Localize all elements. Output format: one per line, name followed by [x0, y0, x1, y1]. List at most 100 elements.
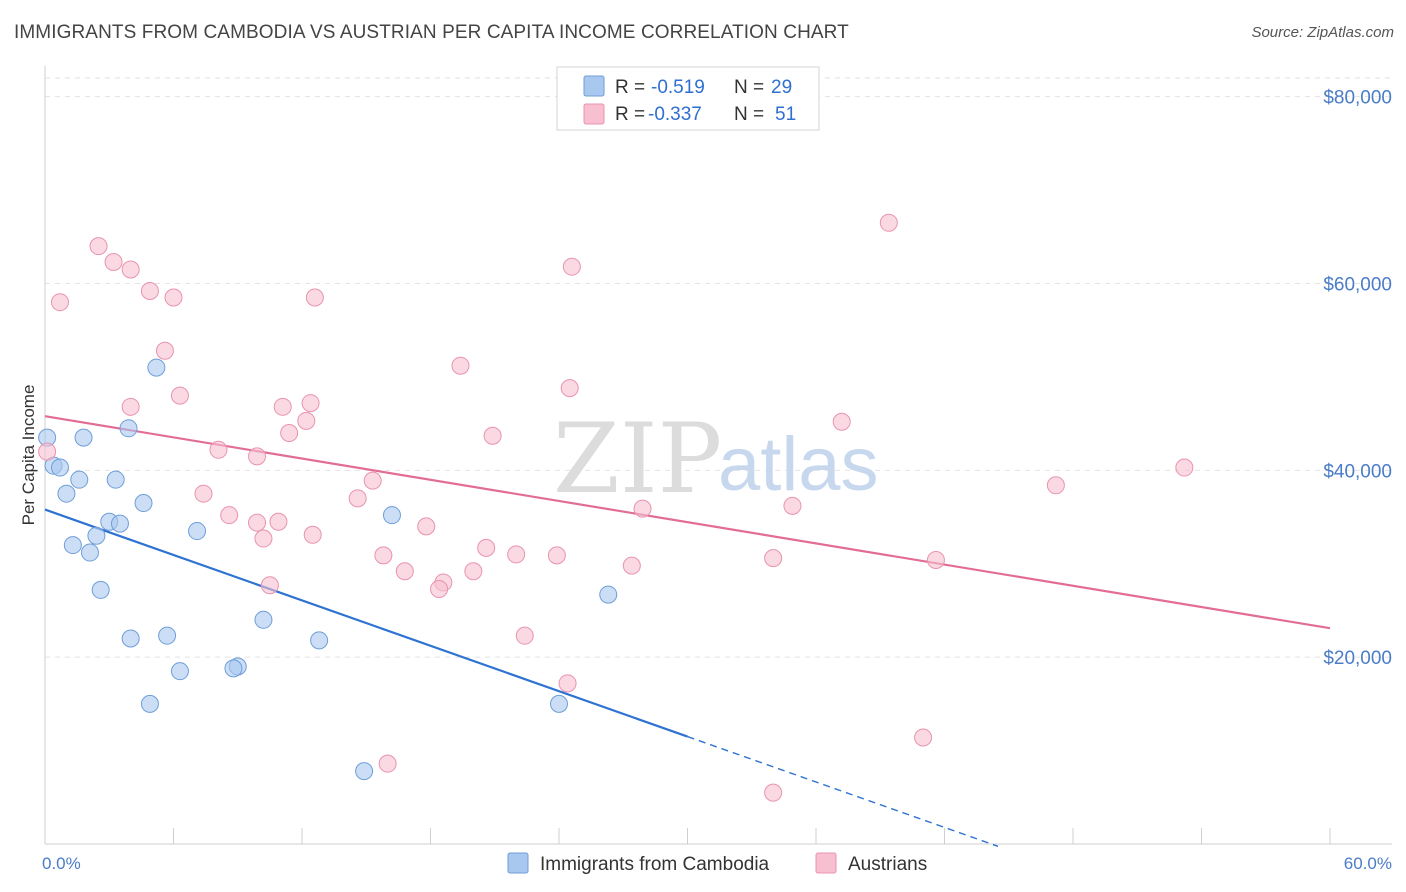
cambodia-point — [310, 631, 329, 650]
austrians-point — [140, 281, 159, 300]
cambodia-point — [140, 694, 159, 713]
cambodia-point — [224, 659, 243, 678]
y-axis-label: Per Capita Income — [19, 385, 38, 526]
watermark: ZIP atlas — [553, 403, 879, 515]
cambodia-trendline — [44, 508, 688, 738]
austrians-point — [170, 386, 189, 405]
cambodia-point — [70, 470, 89, 489]
y-tick-label: $20,000 — [1323, 648, 1392, 669]
austrians-point — [269, 512, 288, 531]
austrians-point — [378, 754, 397, 773]
legend-label-austrians: Austrians — [848, 854, 927, 875]
cambodia-point — [158, 626, 177, 645]
cambodia-point — [119, 419, 138, 438]
cambodia-point — [87, 526, 106, 545]
austrians-point — [764, 783, 783, 802]
austrians-point — [879, 213, 898, 232]
austrians-point — [622, 556, 641, 575]
austrians-point — [248, 447, 267, 466]
stats-legend: R = -0.519 N = 29 R = -0.337 N = 51 — [556, 66, 820, 131]
series-legend: Immigrants from Cambodia Austrians — [507, 852, 927, 875]
cambodia-point — [106, 470, 125, 489]
cambodia-point — [91, 580, 110, 599]
cambodia-n-label: N = — [734, 77, 764, 98]
austrians-point — [547, 546, 566, 565]
austrians-point — [1175, 458, 1194, 477]
cambodia-stats-swatch — [583, 75, 605, 97]
cambodia-r-value: -0.519 — [651, 77, 705, 98]
austrians-point — [104, 253, 123, 272]
austrians-point — [562, 257, 581, 276]
austrians-point — [303, 525, 322, 544]
austrians-point — [50, 293, 69, 312]
austrians-point — [164, 288, 183, 307]
legend-label-cambodia: Immigrants from Cambodia — [540, 854, 770, 875]
austrians-n-label: N = — [734, 104, 764, 125]
cambodia-point — [121, 629, 140, 648]
watermark-atlas: atlas — [718, 422, 879, 507]
cambodia-r-label: R = — [615, 77, 645, 98]
y-tick-label: $60,000 — [1323, 275, 1392, 296]
austrians-point — [783, 496, 802, 515]
cambodia-point — [355, 762, 374, 781]
austrians-point — [121, 397, 140, 416]
austrians-r-value: -0.337 — [648, 104, 702, 125]
austrians-point — [121, 260, 140, 279]
austrians-point — [515, 626, 534, 645]
austrians-stats-swatch — [583, 103, 605, 125]
austrians-point — [301, 394, 320, 413]
gridlines — [45, 77, 1392, 658]
austrians-point — [297, 411, 316, 430]
cambodia-point — [254, 610, 273, 629]
austrians-point — [417, 517, 436, 536]
austrians-point — [194, 484, 213, 503]
cambodia-point — [599, 585, 618, 604]
austrians-point — [477, 538, 496, 557]
austrians-point — [363, 471, 382, 490]
y-tick-label: $80,000 — [1323, 88, 1392, 109]
watermark-zip: ZIP — [553, 403, 722, 515]
austrians-r-label: R = — [615, 104, 645, 125]
data-points — [38, 213, 1194, 802]
austrians-point — [464, 562, 483, 581]
austrians-point — [507, 545, 526, 564]
austrians-point — [260, 576, 279, 595]
legend-swatch-austrians — [815, 852, 837, 874]
austrians-point — [1046, 476, 1065, 495]
austrians-point — [209, 440, 228, 459]
cambodia-point — [170, 662, 189, 681]
austrians-point — [633, 499, 652, 518]
cambodia-point — [80, 543, 99, 562]
austrians-point — [374, 546, 393, 565]
austrians-point — [155, 341, 174, 360]
austrians-point — [89, 237, 108, 256]
x-tick-labels: 0.0% 60.0% — [42, 854, 1392, 873]
y-tick-label: $40,000 — [1323, 461, 1392, 482]
austrians-point — [914, 728, 933, 747]
austrians-point — [395, 562, 414, 581]
austrians-point — [558, 674, 577, 693]
cambodia-point — [110, 514, 129, 533]
austrians-point — [273, 397, 292, 416]
x-tick-label-max: 60.0% — [1344, 854, 1392, 873]
austrians-point — [38, 442, 57, 461]
cambodia-point — [382, 506, 401, 525]
x-tick-label-min: 0.0% — [42, 854, 81, 873]
austrians-point — [348, 489, 367, 508]
cambodia-point — [147, 358, 166, 377]
austrians-point — [280, 423, 299, 442]
cambodia-point — [63, 536, 82, 555]
cambodia-point — [134, 494, 153, 513]
austrians-point — [430, 579, 449, 598]
cambodia-point — [57, 484, 76, 503]
austrians-point — [305, 288, 324, 307]
austrians-point — [483, 426, 502, 445]
austrians-n-value: 51 — [775, 104, 796, 125]
austrians-point — [560, 379, 579, 398]
cambodia-point — [74, 428, 93, 447]
y-tick-labels: $20,000 $40,000 $60,000 $80,000 — [1323, 88, 1392, 669]
austrians-point — [254, 529, 273, 548]
austrians-point — [451, 356, 470, 375]
austrians-point — [764, 549, 783, 568]
